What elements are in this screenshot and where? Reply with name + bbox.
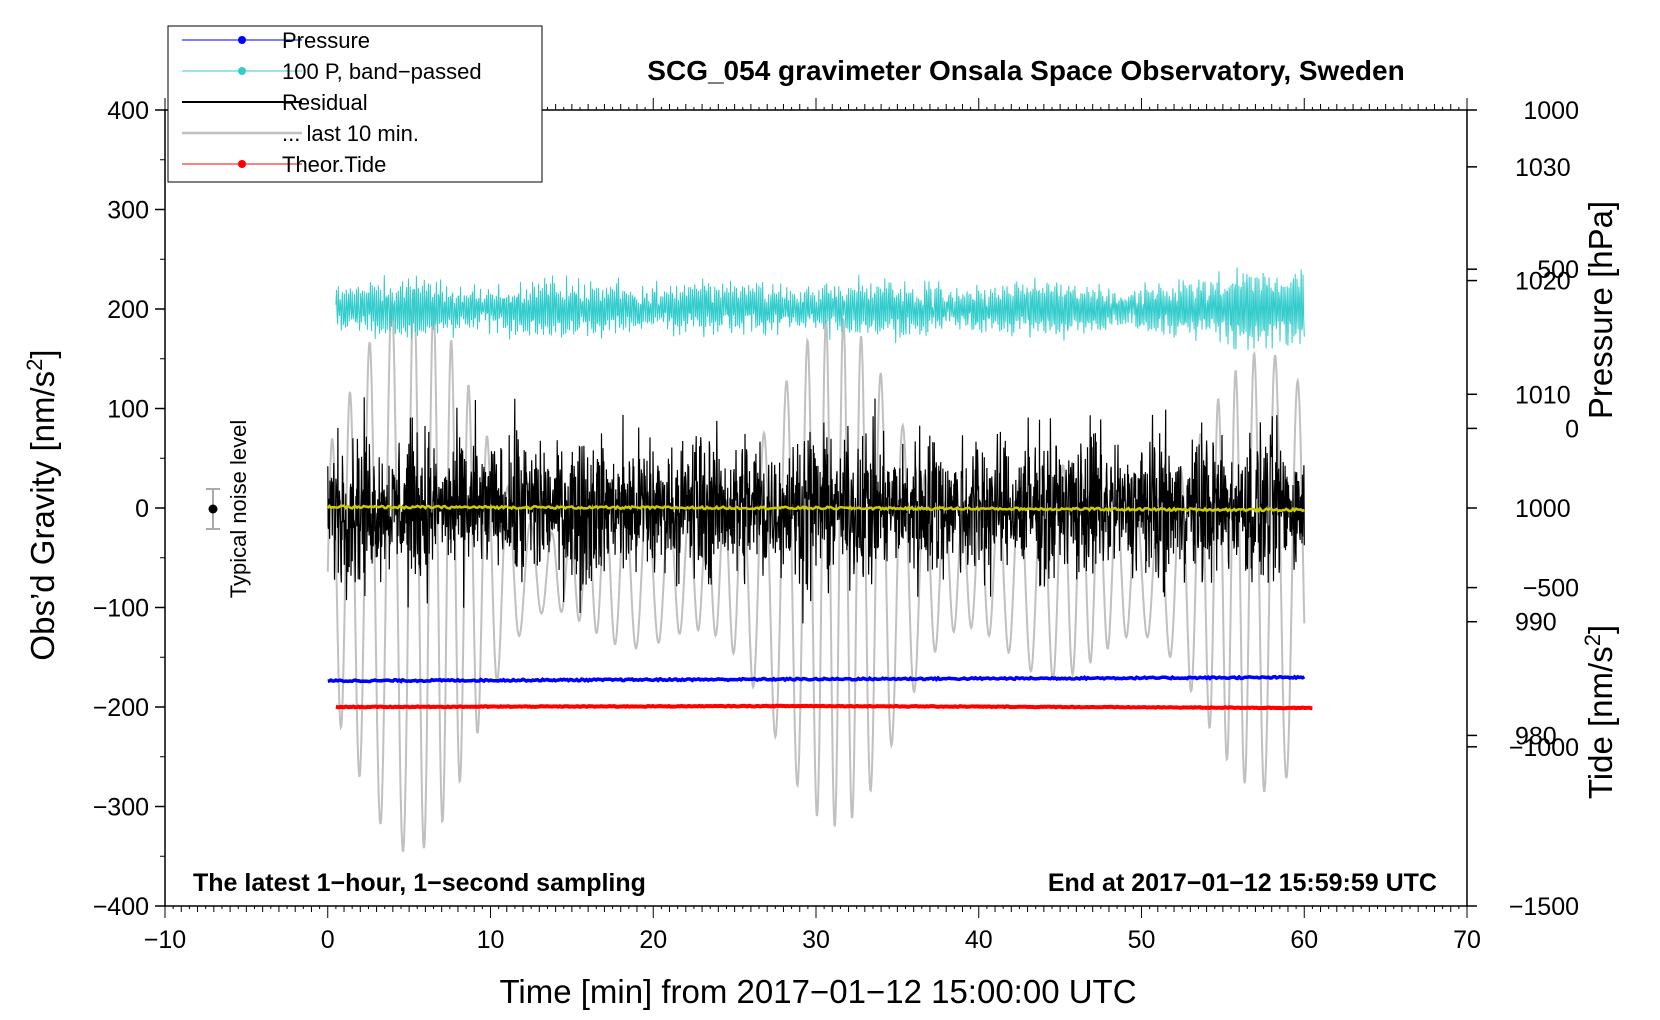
y-tick-label-pressure: 1020: [1515, 268, 1571, 296]
legend-label: Theor.Tide: [282, 152, 386, 177]
x-tick-label: 60: [1290, 926, 1318, 954]
legend-swatch-marker: [238, 36, 246, 44]
x-tick-label: 40: [965, 926, 993, 954]
y-tick-label-left: −400: [93, 893, 149, 921]
x-tick-label: 10: [477, 926, 505, 954]
y-axis-tide-title-sup: 2: [1580, 634, 1605, 646]
y-axis-tide-title-main: Tide [nm/s: [1582, 646, 1619, 799]
mean-residual-line: [326, 503, 1305, 513]
theor-tide-line: [335, 703, 1313, 711]
y-tick-label-left: 400: [107, 97, 149, 125]
y-axis-tide-title: Tide [nm/s2]: [1580, 625, 1619, 799]
y-tick-label-left: −300: [93, 794, 149, 822]
x-tick-label: 20: [639, 926, 667, 954]
x-tick-label: 70: [1453, 926, 1481, 954]
x-tick-label: −10: [144, 926, 186, 954]
legend-label: Pressure: [282, 28, 370, 53]
legend-label: 100 P, band−passed: [282, 59, 482, 84]
y-axis-tide-title-end: ]: [1582, 625, 1619, 634]
annotation-sampling: The latest 1−hour, 1−second sampling: [193, 869, 646, 897]
series-pressure: [327, 674, 1306, 684]
legend: Pressure 100 P, band−passed Residual ... la…: [167, 25, 543, 183]
residual-line: [327, 397, 1305, 624]
series-residual: [327, 397, 1305, 624]
noise-bar-dot: [208, 504, 218, 514]
series-mean-residual: [326, 503, 1305, 513]
y-tick-label-left: 100: [107, 396, 149, 424]
y-axis-left-title: Obs’d Gravity [nm/s2]: [22, 349, 61, 660]
legend-box: [167, 25, 543, 183]
chart-title: SCG_054 gravimeter Onsala Space Observat…: [647, 55, 1404, 86]
y-tick-label-left: 200: [107, 296, 149, 324]
y-tick-label-pressure: 990: [1515, 609, 1557, 637]
y-tick-label-tide: −1000: [1509, 734, 1579, 762]
series-band-passed-pressure: [335, 267, 1305, 350]
x-tick-label: 50: [1128, 926, 1156, 954]
y-tick-label-left: −200: [93, 694, 149, 722]
band-passed-pressure-line: [335, 267, 1305, 350]
y-tick-label-tide: 0: [1565, 415, 1579, 443]
y-tick-label-pressure: 1000: [1515, 495, 1571, 523]
y-axis-pressure-title: Pressure [hPa]: [1582, 201, 1619, 419]
y-tick-label-pressure: 1030: [1515, 154, 1571, 182]
legend-label: Residual: [282, 90, 368, 115]
y-tick-label-tide: −1500: [1509, 893, 1579, 921]
pressure-line: [327, 674, 1306, 684]
x-tick-label: 0: [321, 926, 335, 954]
legend-swatch-marker: [238, 160, 246, 168]
annotation-end-time: End at 2017−01−12 15:59:59 UTC: [1048, 869, 1437, 897]
y-axis-left-title-sup: 2: [22, 359, 47, 371]
y-tick-label-pressure: 1010: [1515, 381, 1571, 409]
x-axis-title: Time [min] from 2017−01−12 15:00:00 UTC: [499, 973, 1136, 1010]
y-axis-left-title-end: ]: [24, 349, 61, 358]
y-tick-label-left: 300: [107, 197, 149, 225]
y-tick-label-tide: −500: [1523, 575, 1579, 603]
y-tick-label-left: 0: [135, 495, 149, 523]
axes: −10 0 10 20 30 40 50 60 704003002001000−100−200−…: [93, 97, 1579, 954]
y-tick-label-left: −100: [93, 595, 149, 623]
noise-level-label: Typical noise level: [226, 420, 251, 599]
legend-label: ... last 10 min.: [282, 121, 419, 146]
noise-level-indicator: Typical noise level: [206, 420, 251, 599]
y-tick-label-tide: 1000: [1523, 97, 1579, 125]
y-axis-left-title-main: Obs’d Gravity [nm/s: [24, 371, 61, 661]
y-tick-label-pressure: 980: [1515, 722, 1557, 750]
y-tick-label-tide: 500: [1537, 256, 1579, 284]
x-tick-label: 30: [802, 926, 830, 954]
series-theor-tide: [335, 703, 1313, 711]
legend-swatch-marker: [238, 67, 246, 75]
